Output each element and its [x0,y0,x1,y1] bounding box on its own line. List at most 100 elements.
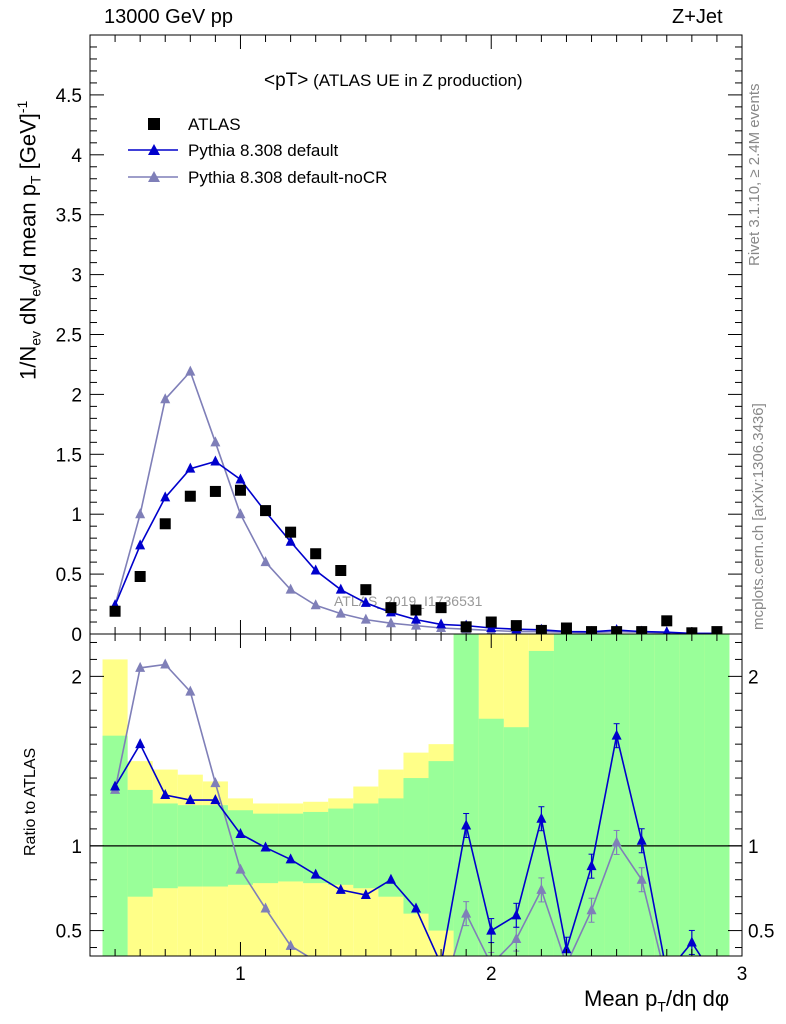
band-inner [629,634,655,956]
point-square [686,627,698,634]
ratio-ytick-label-right: 1 [748,837,759,858]
ratio-point-triangle [360,888,371,899]
ratio-xtick-label: 2 [486,964,497,985]
point-triangle [662,626,671,634]
point-square [260,505,272,517]
main-ytick-label: 0 [71,625,82,646]
point-triangle [411,613,421,624]
ratio-ytick-label: 2 [71,667,82,688]
ratio-point-triangle [686,936,697,947]
ratio-point-triangle [110,780,121,791]
ratio-point-triangle [260,841,271,852]
band-inner [604,634,630,956]
watermark: ATLAS_2019_I1736531 [334,593,483,609]
ratio-point-triangle [712,975,722,985]
ratio-point-triangle [586,904,597,915]
point-triangle [160,491,171,502]
main-ytick-label: 0.5 [56,565,82,586]
main-ytick-label: 4 [71,146,82,167]
legend-label: Pythia 8.308 default-noCR [188,168,387,187]
ratio-panel: 0.5 0.5 1 1 2 2 1 2 3 [56,633,774,1002]
ratio-point-triangle [461,907,472,918]
point-triangle [235,508,246,519]
ratio-point-triangle [210,794,221,805]
point-triangle [411,619,421,630]
ratio-point-triangle [486,924,497,935]
legend-marker-triangle [148,171,160,182]
legend-label: ATLAS [188,115,241,134]
ratio-point-triangle [687,975,697,985]
band-inner [127,789,153,897]
band-inner [654,634,680,956]
point-square [510,620,522,632]
band-inner [478,718,504,956]
point-square [435,602,447,614]
main-ytick-label: 1.5 [56,445,82,466]
x-axis-label: Mean pT/dη dφ [584,986,730,1015]
ratio-point-triangle [285,853,296,864]
ratio-ytick-label-right: 2 [748,667,759,688]
legend-marker-atlas [148,118,160,130]
ratio-point-triangle [436,992,446,1002]
ratio-point-triangle [385,873,396,884]
point-square [661,615,673,627]
main-ytick-label: 4.5 [56,86,82,107]
point-square [711,626,723,634]
point-square [159,518,171,530]
point-triangle [310,599,321,610]
ratio-point-triangle [561,943,572,954]
point-triangle [160,393,171,404]
point-triangle [385,617,396,628]
point-triangle [285,535,296,546]
ratio-point-triangle [235,827,246,838]
point-triangle [260,556,271,567]
ratio-point-triangle [536,883,547,894]
ratio-point-triangle [310,868,321,879]
ratio-point-triangle [561,958,571,968]
point-triangle [360,613,371,624]
ratio-point-triangle [135,738,146,749]
point-square [184,490,196,502]
point-square [209,485,221,497]
point-triangle [360,596,371,607]
ratio-point-triangle [586,860,597,871]
band-inner [278,813,304,882]
band-inner [328,808,354,885]
ratio-point-triangle [611,729,622,740]
ratio-point-triangle [611,836,622,847]
ratio-ytick-label: 0.5 [56,922,82,943]
point-square [335,565,347,577]
ratio-point-triangle [210,777,221,788]
ratio-point-triangle [536,812,547,823]
point-triangle [310,564,321,575]
point-square [285,526,297,538]
ratio-point-triangle [436,958,446,968]
point-square [134,570,146,582]
ratio-point-triangle [285,939,296,950]
ratio-point-triangle [315,955,317,956]
ratio-point-triangle [411,989,421,999]
point-square [310,548,322,560]
ratio-point-triangle [461,819,472,830]
point-square [485,616,497,628]
band-inner [704,634,730,956]
point-triangle [135,539,146,550]
ratio-point-triangle [662,967,672,977]
ratio-xtick-label: 3 [737,964,748,985]
ratio-xtick-label: 1 [235,964,246,985]
ratio-point-triangle [411,902,421,913]
main-plot-area [109,365,723,634]
point-triangle [185,365,196,376]
ratio-point-triangle [160,789,171,799]
point-square [109,605,121,617]
ratio-point-triangle [636,834,647,845]
point-square [410,604,422,616]
point-triangle [210,436,221,447]
main-ytick-label: 3 [71,266,82,287]
point-square [586,626,598,634]
point-triangle [185,462,196,473]
main-panel: 0 0.5 1 1.5 2 2.5 3 3.5 4 4.5 <pT> (ATLAS UE in Z … [56,34,743,646]
ratio-point-triangle [160,658,171,669]
point-triangle [285,583,296,594]
